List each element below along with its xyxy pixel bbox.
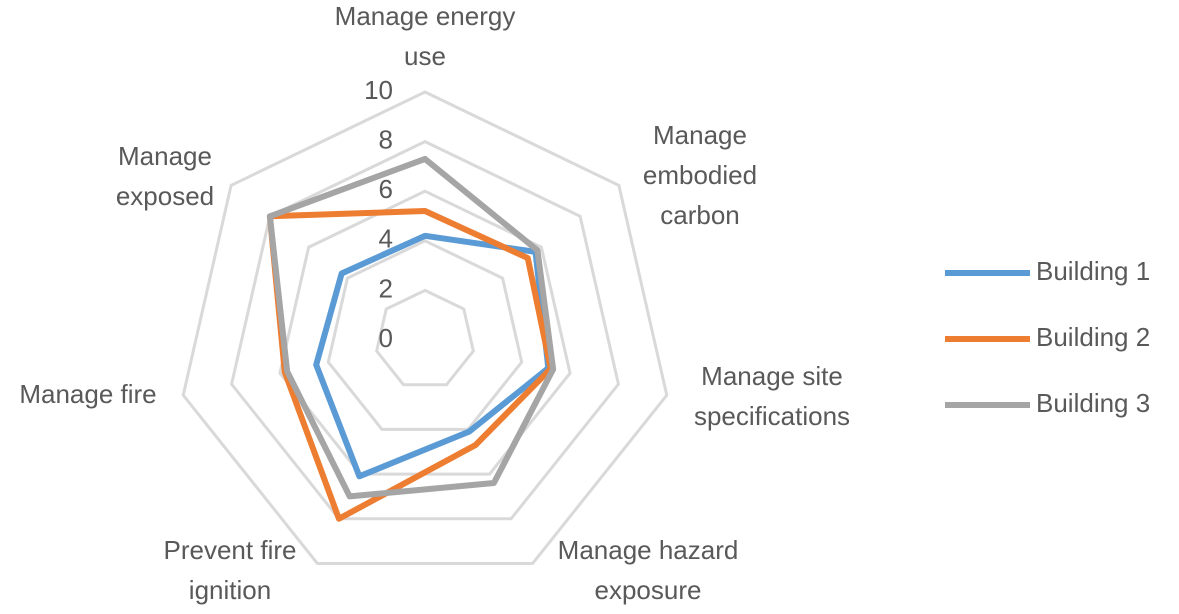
grid-ring (181, 90, 669, 565)
category-label: Manage embodied carbon (643, 120, 757, 230)
category-label: Manage hazard exposure (558, 535, 739, 605)
grid-ring (326, 239, 524, 431)
category-label: Manage site specifications (694, 361, 850, 431)
category-label: Manage exposed (116, 141, 214, 211)
category-label: Prevent fire ignition (164, 535, 297, 605)
legend-label: Building 3 (1036, 388, 1150, 418)
grid-ring (375, 288, 475, 387)
category-label: Manage energy use (335, 1, 516, 71)
category-label: Manage fire (19, 379, 156, 409)
series-line (266, 155, 557, 500)
r-tick-label: 4 (379, 224, 393, 254)
legend-label: Building 1 (1036, 256, 1150, 286)
r-tick-label: 8 (379, 124, 393, 154)
r-tick-label: 0 (379, 323, 393, 353)
r-tick-label: 6 (379, 174, 393, 204)
grid-ring (229, 139, 621, 521)
r-tick-label: 2 (379, 273, 393, 303)
r-tick-label: 10 (364, 75, 393, 105)
legend-label: Building 2 (1036, 322, 1150, 352)
